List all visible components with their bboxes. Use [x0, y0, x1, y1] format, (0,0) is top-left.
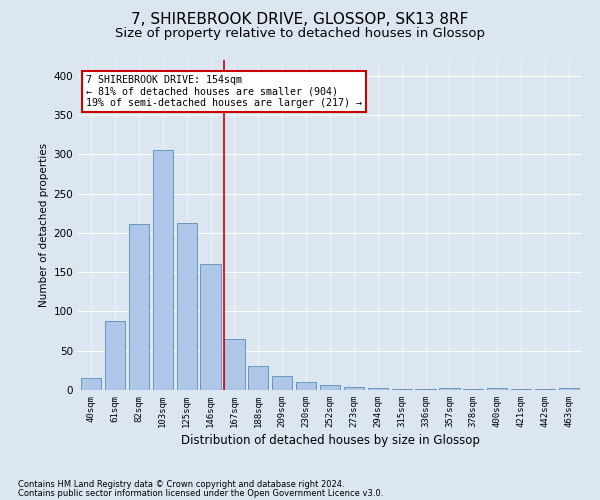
Bar [439, 388, 460, 390]
Bar [463, 389, 484, 390]
Text: 7, SHIREBROOK DRIVE, GLOSSOP, SK13 8RF: 7, SHIREBROOK DRIVE, GLOSSOP, SK13 8RF [131, 12, 469, 28]
Bar [535, 389, 555, 390]
Text: 7 SHIREBROOK DRIVE: 154sqm
← 81% of detached houses are smaller (904)
19% of sem: 7 SHIREBROOK DRIVE: 154sqm ← 81% of deta… [86, 75, 362, 108]
Bar [368, 388, 388, 390]
Bar [296, 382, 316, 390]
Bar [415, 389, 436, 390]
Bar [200, 264, 221, 390]
Y-axis label: Number of detached properties: Number of detached properties [39, 143, 49, 307]
Bar [344, 387, 364, 390]
Bar [81, 378, 101, 390]
Text: Contains HM Land Registry data © Crown copyright and database right 2024.: Contains HM Land Registry data © Crown c… [18, 480, 344, 489]
X-axis label: Distribution of detached houses by size in Glossop: Distribution of detached houses by size … [181, 434, 479, 447]
Bar [272, 376, 292, 390]
Bar [176, 224, 197, 390]
Bar [559, 388, 579, 390]
Bar [129, 224, 149, 390]
Bar [320, 386, 340, 390]
Bar [224, 339, 245, 390]
Bar [511, 389, 531, 390]
Text: Size of property relative to detached houses in Glossop: Size of property relative to detached ho… [115, 28, 485, 40]
Bar [392, 389, 412, 390]
Bar [152, 150, 173, 390]
Bar [487, 388, 508, 390]
Bar [248, 366, 268, 390]
Text: Contains public sector information licensed under the Open Government Licence v3: Contains public sector information licen… [18, 489, 383, 498]
Bar [105, 321, 125, 390]
